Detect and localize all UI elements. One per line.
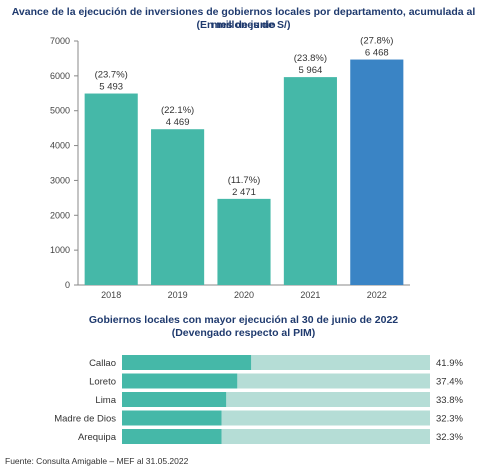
x-tick-label: 2018	[101, 290, 121, 300]
bar-percent-label: (23.8%)	[294, 53, 327, 64]
category-label: Arequipa	[78, 432, 117, 443]
y-tick-label: 6000	[50, 71, 70, 81]
x-tick-label: 2021	[300, 290, 320, 300]
bar-Loreto	[122, 373, 238, 389]
bar-percent-label: (22.1%)	[161, 105, 194, 116]
y-tick-label: 4000	[50, 141, 70, 151]
chart1-title: Avance de la ejecución de inversiones de…	[11, 6, 476, 31]
value-label: 41.9%	[436, 358, 463, 369]
y-tick-label: 7000	[50, 36, 70, 46]
bar-2019	[151, 129, 205, 285]
category-label: Loreto	[89, 377, 116, 388]
bar-2022	[350, 59, 404, 285]
y-tick-label: 1000	[50, 245, 70, 255]
value-label: 33.8%	[436, 395, 463, 406]
bar-2018	[84, 93, 138, 285]
bar-value-label: 5 964	[299, 65, 323, 76]
value-label: 32.3%	[436, 432, 463, 443]
bar-Madre de Dios	[122, 410, 222, 426]
chart2-subtitle: (Devengado respecto al PIM)	[171, 327, 316, 339]
bar-2021	[283, 77, 337, 285]
bar-2020	[217, 198, 271, 285]
bar-percent-label: (23.7%)	[95, 70, 128, 81]
bar-value-label: 2 471	[232, 187, 256, 198]
x-tick-label: 2022	[367, 290, 387, 300]
y-tick-label: 2000	[50, 210, 70, 220]
bar-percent-label: (27.8%)	[360, 36, 393, 47]
y-tick-label: 0	[65, 280, 70, 290]
bar-value-label: 4 469	[166, 117, 190, 128]
source-note: Fuente: Consulta Amigable – MEF al 31.05…	[5, 456, 189, 466]
x-tick-label: 2019	[168, 290, 188, 300]
category-label: Lima	[95, 395, 116, 406]
bar-Callao	[122, 355, 252, 370]
bar-Lima	[122, 392, 227, 407]
value-label: 32.3%	[436, 414, 463, 425]
chart2-title: Gobiernos locales con mayor ejecución al…	[88, 314, 399, 326]
category-label: Callao	[89, 358, 116, 369]
bar-value-label: 5 493	[99, 82, 123, 93]
chart1-subtitle: (En millones de S/)	[196, 19, 291, 31]
category-label: Madre de Dios	[54, 414, 116, 425]
y-tick-label: 5000	[50, 106, 70, 116]
y-tick-label: 3000	[50, 175, 70, 185]
bar-value-label: 6 468	[365, 48, 389, 59]
value-label: 37.4%	[436, 377, 463, 388]
x-tick-label: 2020	[234, 290, 254, 300]
bar-percent-label: (11.7%)	[228, 175, 261, 186]
bar-Arequipa	[122, 429, 222, 444]
